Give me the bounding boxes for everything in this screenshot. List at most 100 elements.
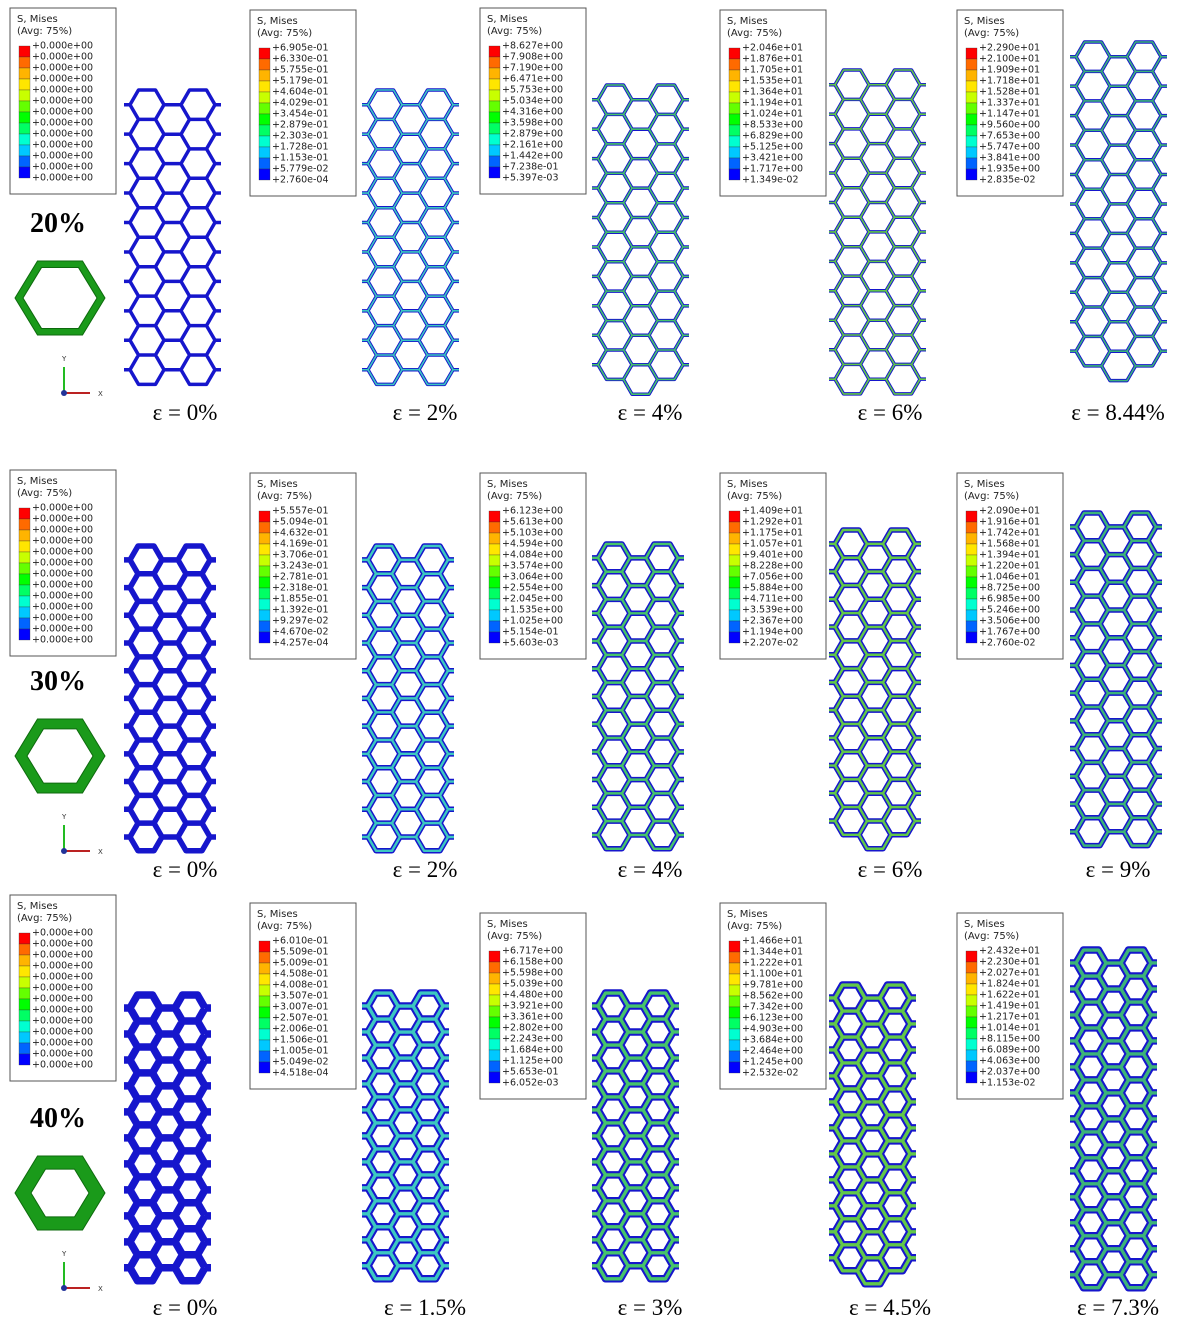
legend-swatch [259, 566, 270, 577]
legend-value: +3.421e+00 [742, 153, 803, 164]
legend-value: +6.010e-01 [272, 936, 329, 947]
legend-swatch [729, 522, 740, 533]
lattice-stress [592, 544, 684, 849]
legend: S, Mises(Avg: 75%)+0.000e+00+0.000e+00+0… [10, 895, 116, 1081]
legend: S, Mises(Avg: 75%)+2.290e+01+2.100e+01+1… [957, 10, 1063, 196]
legend-swatch [966, 599, 977, 610]
legend-swatch [489, 533, 500, 544]
legend-value: +3.454e-01 [272, 109, 329, 120]
legend-value: +0.000e+00 [32, 162, 93, 173]
legend-value: +1.916e+01 [979, 517, 1040, 528]
legend-swatch [729, 125, 740, 136]
legend-swatch [19, 156, 30, 167]
lattice-base [829, 530, 921, 849]
legend-swatch [966, 81, 977, 92]
legend-swatch [19, 134, 30, 145]
legend-value: +6.717e+00 [502, 946, 563, 957]
legend-swatch [489, 134, 500, 145]
legend: S, Mises(Avg: 75%)+6.010e-01+5.509e-01+5… [250, 903, 356, 1089]
legend-swatch [489, 555, 500, 566]
legend-swatch [259, 1018, 270, 1029]
lattice-stress [829, 70, 926, 394]
hex-lattice [592, 993, 679, 1279]
legend-swatch [966, 632, 977, 643]
legend-swatch [19, 977, 30, 988]
lattice-stress [1070, 950, 1157, 1288]
legend-swatch [259, 963, 270, 974]
legend-value: +2.879e-01 [272, 120, 329, 131]
legend-swatch [259, 555, 270, 566]
legend-title: S, Mises [727, 909, 768, 920]
legend-value: +6.985e+00 [979, 594, 1040, 605]
legend-swatch [489, 995, 500, 1006]
legend-value: +0.000e+00 [32, 41, 93, 52]
legend-value: +7.238e-01 [502, 162, 559, 173]
legend-value: +0.000e+00 [32, 580, 93, 591]
legend-value: +8.725e+00 [979, 583, 1040, 594]
legend: S, Mises(Avg: 75%)+2.432e+01+2.230e+01+2… [957, 913, 1063, 1099]
legend-swatch [259, 522, 270, 533]
legend-subtitle: (Avg: 75%) [964, 28, 1019, 39]
legend-swatch [729, 48, 740, 59]
legend-swatch [966, 1028, 977, 1039]
legend-value: +0.000e+00 [32, 140, 93, 151]
legend-swatch [259, 610, 270, 621]
legend-swatch [19, 46, 30, 57]
legend-value: +4.480e+00 [502, 990, 563, 1001]
legend-value: +1.292e+01 [742, 517, 803, 528]
legend-swatch [19, 541, 30, 552]
legend-swatch [259, 125, 270, 136]
legend-title: S, Mises [487, 479, 528, 490]
legend-value: +0.000e+00 [32, 107, 93, 118]
strain-label: ε = 3% [618, 1295, 683, 1320]
axis-y-label: Y [61, 1250, 67, 1258]
lattice-base [124, 995, 211, 1281]
legend-value: +1.935e+00 [979, 164, 1040, 175]
legend-swatch [729, 147, 740, 158]
legend-swatch [489, 544, 500, 555]
legend-swatch [966, 533, 977, 544]
legend-swatch [19, 508, 30, 519]
legend-value: +0.000e+00 [32, 1049, 93, 1060]
legend: S, Mises(Avg: 75%)+8.627e+00+7.908e+00+7… [480, 8, 586, 194]
legend-value: +3.574e+00 [502, 561, 563, 572]
legend-value: +1.153e-01 [272, 153, 329, 164]
legend-swatch [259, 1040, 270, 1051]
legend-value: +8.562e+00 [742, 991, 803, 1002]
legend-value: +2.432e+01 [979, 946, 1040, 957]
legend-value: +2.207e-02 [742, 638, 799, 649]
legend-value: +1.528e+01 [979, 87, 1040, 98]
legend-value: +1.220e+01 [979, 561, 1040, 572]
legend-value: +3.243e-01 [272, 561, 329, 572]
legend-swatch [729, 169, 740, 180]
legend-swatch [489, 1061, 500, 1072]
legend-swatch [729, 533, 740, 544]
legend-value: +5.747e+00 [979, 142, 1040, 153]
strain-label: ε = 1.5% [384, 1295, 466, 1320]
legend-subtitle: (Avg: 75%) [487, 26, 542, 37]
legend-swatch [19, 530, 30, 541]
legend-title: S, Mises [17, 901, 58, 912]
legend-value: +2.367e+00 [742, 616, 803, 627]
legend-swatch [489, 566, 500, 577]
legend-value: +2.554e+00 [502, 583, 563, 594]
legend: S, Mises(Avg: 75%)+1.409e+01+1.292e+01+1… [720, 473, 826, 659]
legend-swatch [489, 1050, 500, 1061]
legend-value: +0.000e+00 [32, 591, 93, 602]
lattice-stress [592, 993, 679, 1279]
legend-swatch [259, 136, 270, 147]
legend-value: +0.000e+00 [32, 85, 93, 96]
legend-value: +1.014e+01 [979, 1023, 1040, 1034]
legend-swatch [966, 114, 977, 125]
legend-swatch [19, 101, 30, 112]
legend-value: +6.123e+00 [742, 1013, 803, 1024]
lattice-base [124, 90, 221, 384]
legend-value: +0.000e+00 [32, 983, 93, 994]
legend-subtitle: (Avg: 75%) [964, 931, 1019, 942]
legend-value: +3.921e+00 [502, 1001, 563, 1012]
legend-subtitle: (Avg: 75%) [727, 921, 782, 932]
legend-value: +1.222e+01 [742, 958, 803, 969]
legend-swatch [729, 511, 740, 522]
strain-label: ε = 7.3% [1077, 1295, 1159, 1320]
legend-value: +0.000e+00 [32, 96, 93, 107]
